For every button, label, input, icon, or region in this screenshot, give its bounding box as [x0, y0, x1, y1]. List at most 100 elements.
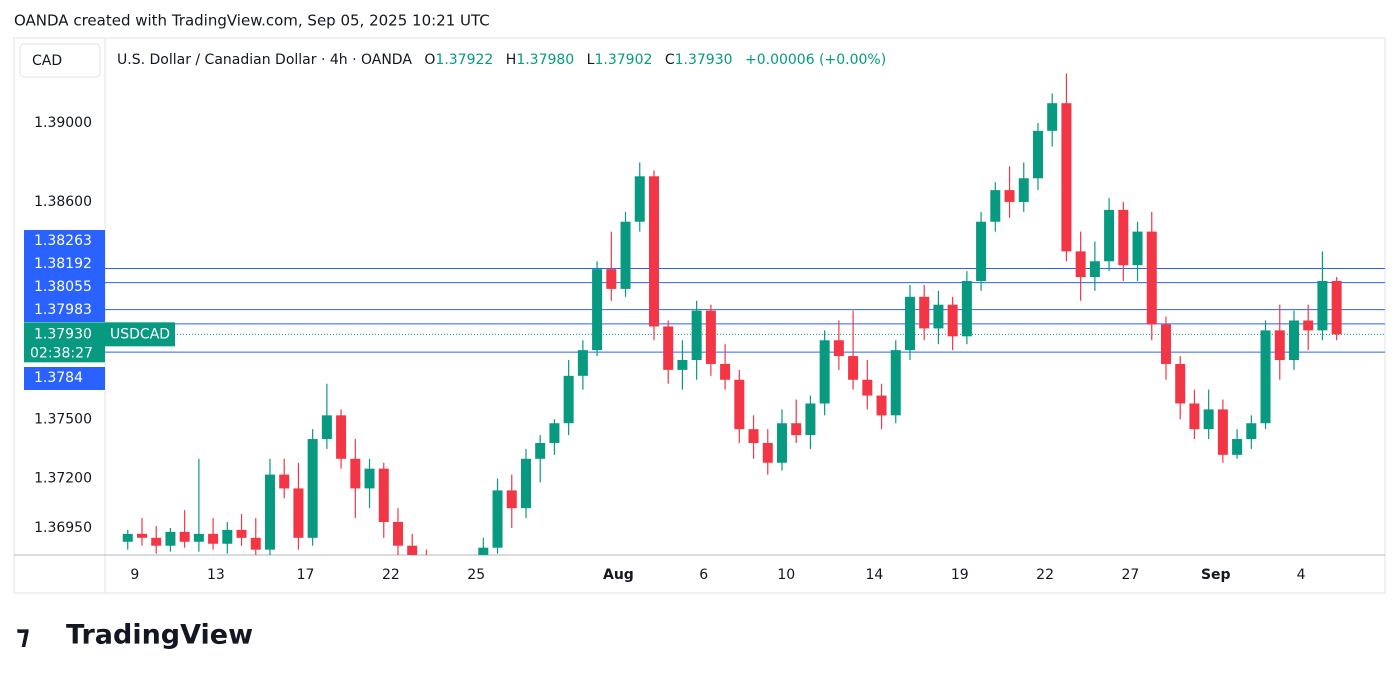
candle-body [976, 221, 987, 281]
x-tick-label: Sep [1201, 567, 1231, 583]
candle-body [208, 533, 219, 544]
candle-body [1104, 209, 1115, 262]
price-label: 1.3784 [34, 370, 83, 386]
candle-body [947, 304, 958, 337]
candle-body [663, 326, 674, 370]
candle-body [833, 340, 844, 357]
candle-body [1303, 320, 1314, 331]
label: L [587, 52, 595, 68]
candle-body [1089, 261, 1100, 278]
candle-body [450, 587, 460, 593]
candle-body [279, 474, 290, 489]
y-tick-label: 1.37200 [34, 471, 92, 487]
candle-body [193, 533, 204, 542]
candle-body [506, 490, 517, 509]
candle-body [1288, 320, 1299, 361]
y-tick-label: 1.36950 [34, 520, 92, 536]
candle-body [933, 304, 944, 329]
footer-logo: TradingView [66, 620, 253, 651]
candle-body [1331, 280, 1342, 335]
candle-body [421, 558, 431, 578]
candle-body [961, 280, 972, 337]
candle-body [791, 423, 802, 436]
candle-body [1061, 103, 1072, 252]
price-label-box [24, 276, 105, 299]
candle-body [1004, 190, 1015, 202]
price-labels: 1.38263 1.38192 1.38055 1.37983 1.3784 1.3793… [24, 230, 175, 390]
candle-body [606, 269, 617, 289]
price-label: 1.37983 [34, 302, 92, 318]
value: 1.37922 [435, 52, 493, 68]
candle-body [819, 340, 830, 404]
candle-body [293, 488, 304, 538]
candle-body [151, 537, 162, 546]
candle-body [336, 415, 347, 459]
candle-body [634, 176, 645, 222]
candle-body [577, 350, 588, 376]
candle-body [1232, 439, 1243, 455]
price-label: 1.38055 [34, 279, 92, 295]
label: O [424, 52, 435, 68]
y-tick-label: 1.38600 [34, 194, 92, 210]
candle-body [904, 296, 915, 351]
price-label: 1.38263 [34, 233, 92, 249]
candle-body [990, 190, 1001, 222]
candle-body [848, 356, 859, 380]
value: 1.37930 [675, 52, 733, 68]
x-tick-label: 22 [382, 567, 400, 583]
candle-body [321, 415, 332, 440]
candle-body [720, 363, 731, 380]
candle-body [1132, 231, 1143, 266]
candle-body [1246, 423, 1257, 440]
candle-body [378, 468, 389, 523]
last-price-label: 1.37930 [34, 326, 92, 342]
x-tick-label: 6 [699, 567, 708, 583]
ticker: USDCAD [110, 326, 170, 342]
x-tick-label: 4 [1297, 567, 1306, 583]
candle-body [1175, 363, 1186, 404]
label: C [665, 52, 675, 68]
candle-body [222, 529, 233, 544]
candle-body [478, 547, 489, 555]
candle-body [734, 379, 745, 430]
candle-body [805, 403, 816, 436]
candle-body [350, 458, 361, 489]
currency: CAD [32, 53, 62, 69]
candle-body [1260, 330, 1271, 424]
countdown: 02:38:27 [30, 345, 93, 361]
candle-body [165, 531, 176, 546]
candle-body [392, 522, 403, 546]
candle-body [691, 310, 702, 361]
candle-body [364, 468, 375, 489]
candle-body [1075, 251, 1086, 278]
candle-body [620, 221, 631, 289]
x-tick-label: 27 [1122, 567, 1140, 583]
candle-body [592, 269, 603, 351]
candle-body [307, 439, 318, 538]
candle-body [890, 350, 901, 416]
candle-body [1018, 178, 1029, 202]
legend: U.S. Dollar / Canadian Dollar · 4h · OAN… [117, 52, 886, 68]
candle-body [1032, 130, 1043, 179]
candle-body [919, 296, 930, 329]
candle-body [436, 577, 446, 587]
candle-body [1160, 324, 1171, 364]
x-tick-label: 17 [297, 567, 315, 583]
currency-button[interactable] [19, 43, 101, 78]
price-label-box [24, 299, 105, 322]
x-tick-label: 14 [866, 567, 884, 583]
candle-body [862, 379, 873, 396]
candle-body [762, 442, 773, 463]
candle-body [776, 423, 787, 463]
candle-body [1047, 103, 1058, 131]
x-tick-label: 19 [951, 567, 969, 583]
candle-body [136, 533, 147, 538]
candle-body [1317, 280, 1328, 331]
ticker-box [105, 322, 175, 347]
frame [13, 37, 1386, 594]
candle-body [705, 310, 716, 364]
x-tick-label: 9 [130, 567, 139, 583]
x-tick-label: 13 [207, 567, 225, 583]
